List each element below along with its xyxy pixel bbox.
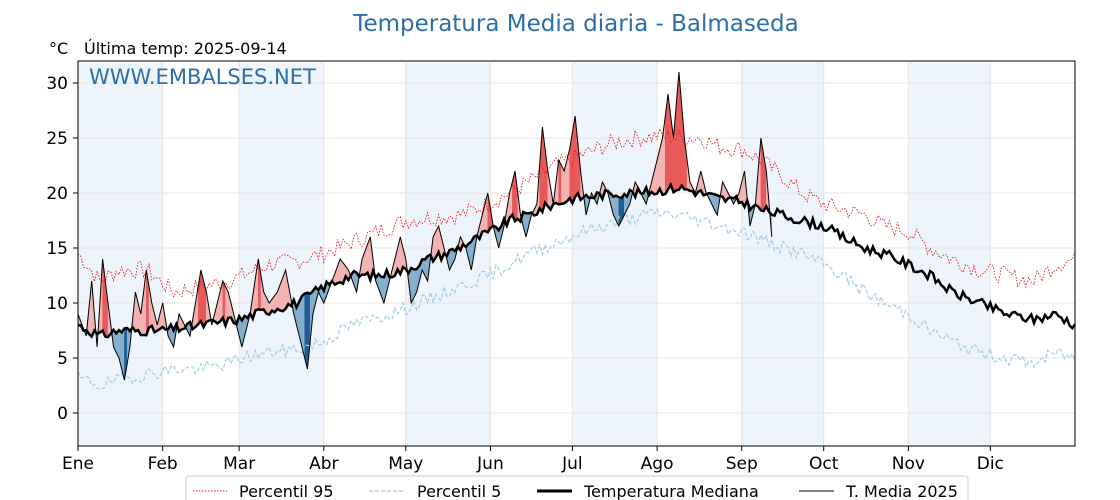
x-tick-label: Feb <box>148 454 178 474</box>
below-median-fill <box>304 292 308 370</box>
y-tick-label: 0 <box>57 404 68 424</box>
x-tick-label: May <box>388 454 423 474</box>
legend-label-median: Temperatura Mediana <box>583 482 759 500</box>
series-lines <box>77 71 1077 390</box>
month-band-sep <box>741 61 824 446</box>
y-tick-label: 30 <box>46 74 68 94</box>
x-tick-label: Dic <box>977 454 1004 474</box>
legend-label-p5: Percentil 5 <box>417 482 501 500</box>
last-temp-label: Última temp: 2025-09-14 <box>84 39 287 58</box>
month-band-nov <box>908 61 991 446</box>
y-tick-label: 5 <box>57 349 68 369</box>
y-axis: 0 5 10 15 20 25 30 <box>46 74 78 424</box>
x-tick-label: Mar <box>223 454 255 474</box>
x-tick-label: Sep <box>726 454 758 474</box>
legend-label-p95: Percentil 95 <box>239 482 334 500</box>
month-band-jul <box>572 61 658 446</box>
x-tick-label: Jul <box>561 454 583 474</box>
month-band-mar <box>239 61 324 446</box>
x-tick-label: Nov <box>892 454 925 474</box>
series-line-t-media-2025 <box>77 71 773 381</box>
legend-label-current: T. Media 2025 <box>845 482 958 500</box>
x-tick-label: Ago <box>641 454 674 474</box>
series-line-percentil-5 <box>77 208 1076 390</box>
y-tick-label: 15 <box>46 239 68 259</box>
y-tick-label: 10 <box>46 294 68 314</box>
month-band-ene <box>78 61 163 446</box>
watermark: WWW.EMBALSES.NET <box>89 65 316 89</box>
legend: Percentil 95 Percentil 5 Temperatura Med… <box>185 475 969 500</box>
x-tick-label: Oct <box>809 454 839 474</box>
x-tick-label: Ene <box>62 454 94 474</box>
grid-lines <box>77 61 1075 446</box>
y-tick-label: 20 <box>46 184 68 204</box>
x-axis: Ene Feb Mar Abr May Jun Jul Ago Sep Oct Nov Dic <box>62 446 1004 474</box>
above-median-fill <box>558 159 562 205</box>
x-tick-label: Abr <box>309 454 338 474</box>
plot-frame <box>77 60 1076 447</box>
y-unit-label: °C <box>49 39 68 58</box>
series-line-temperatura-mediana <box>77 181 1077 339</box>
y-tick-label: 25 <box>46 129 68 149</box>
month-bands <box>78 61 991 446</box>
chart-title: Temperatura Media diaria - Balmaseda <box>352 11 798 37</box>
legend-box <box>185 475 969 500</box>
x-tick-label: Jun <box>476 454 504 474</box>
